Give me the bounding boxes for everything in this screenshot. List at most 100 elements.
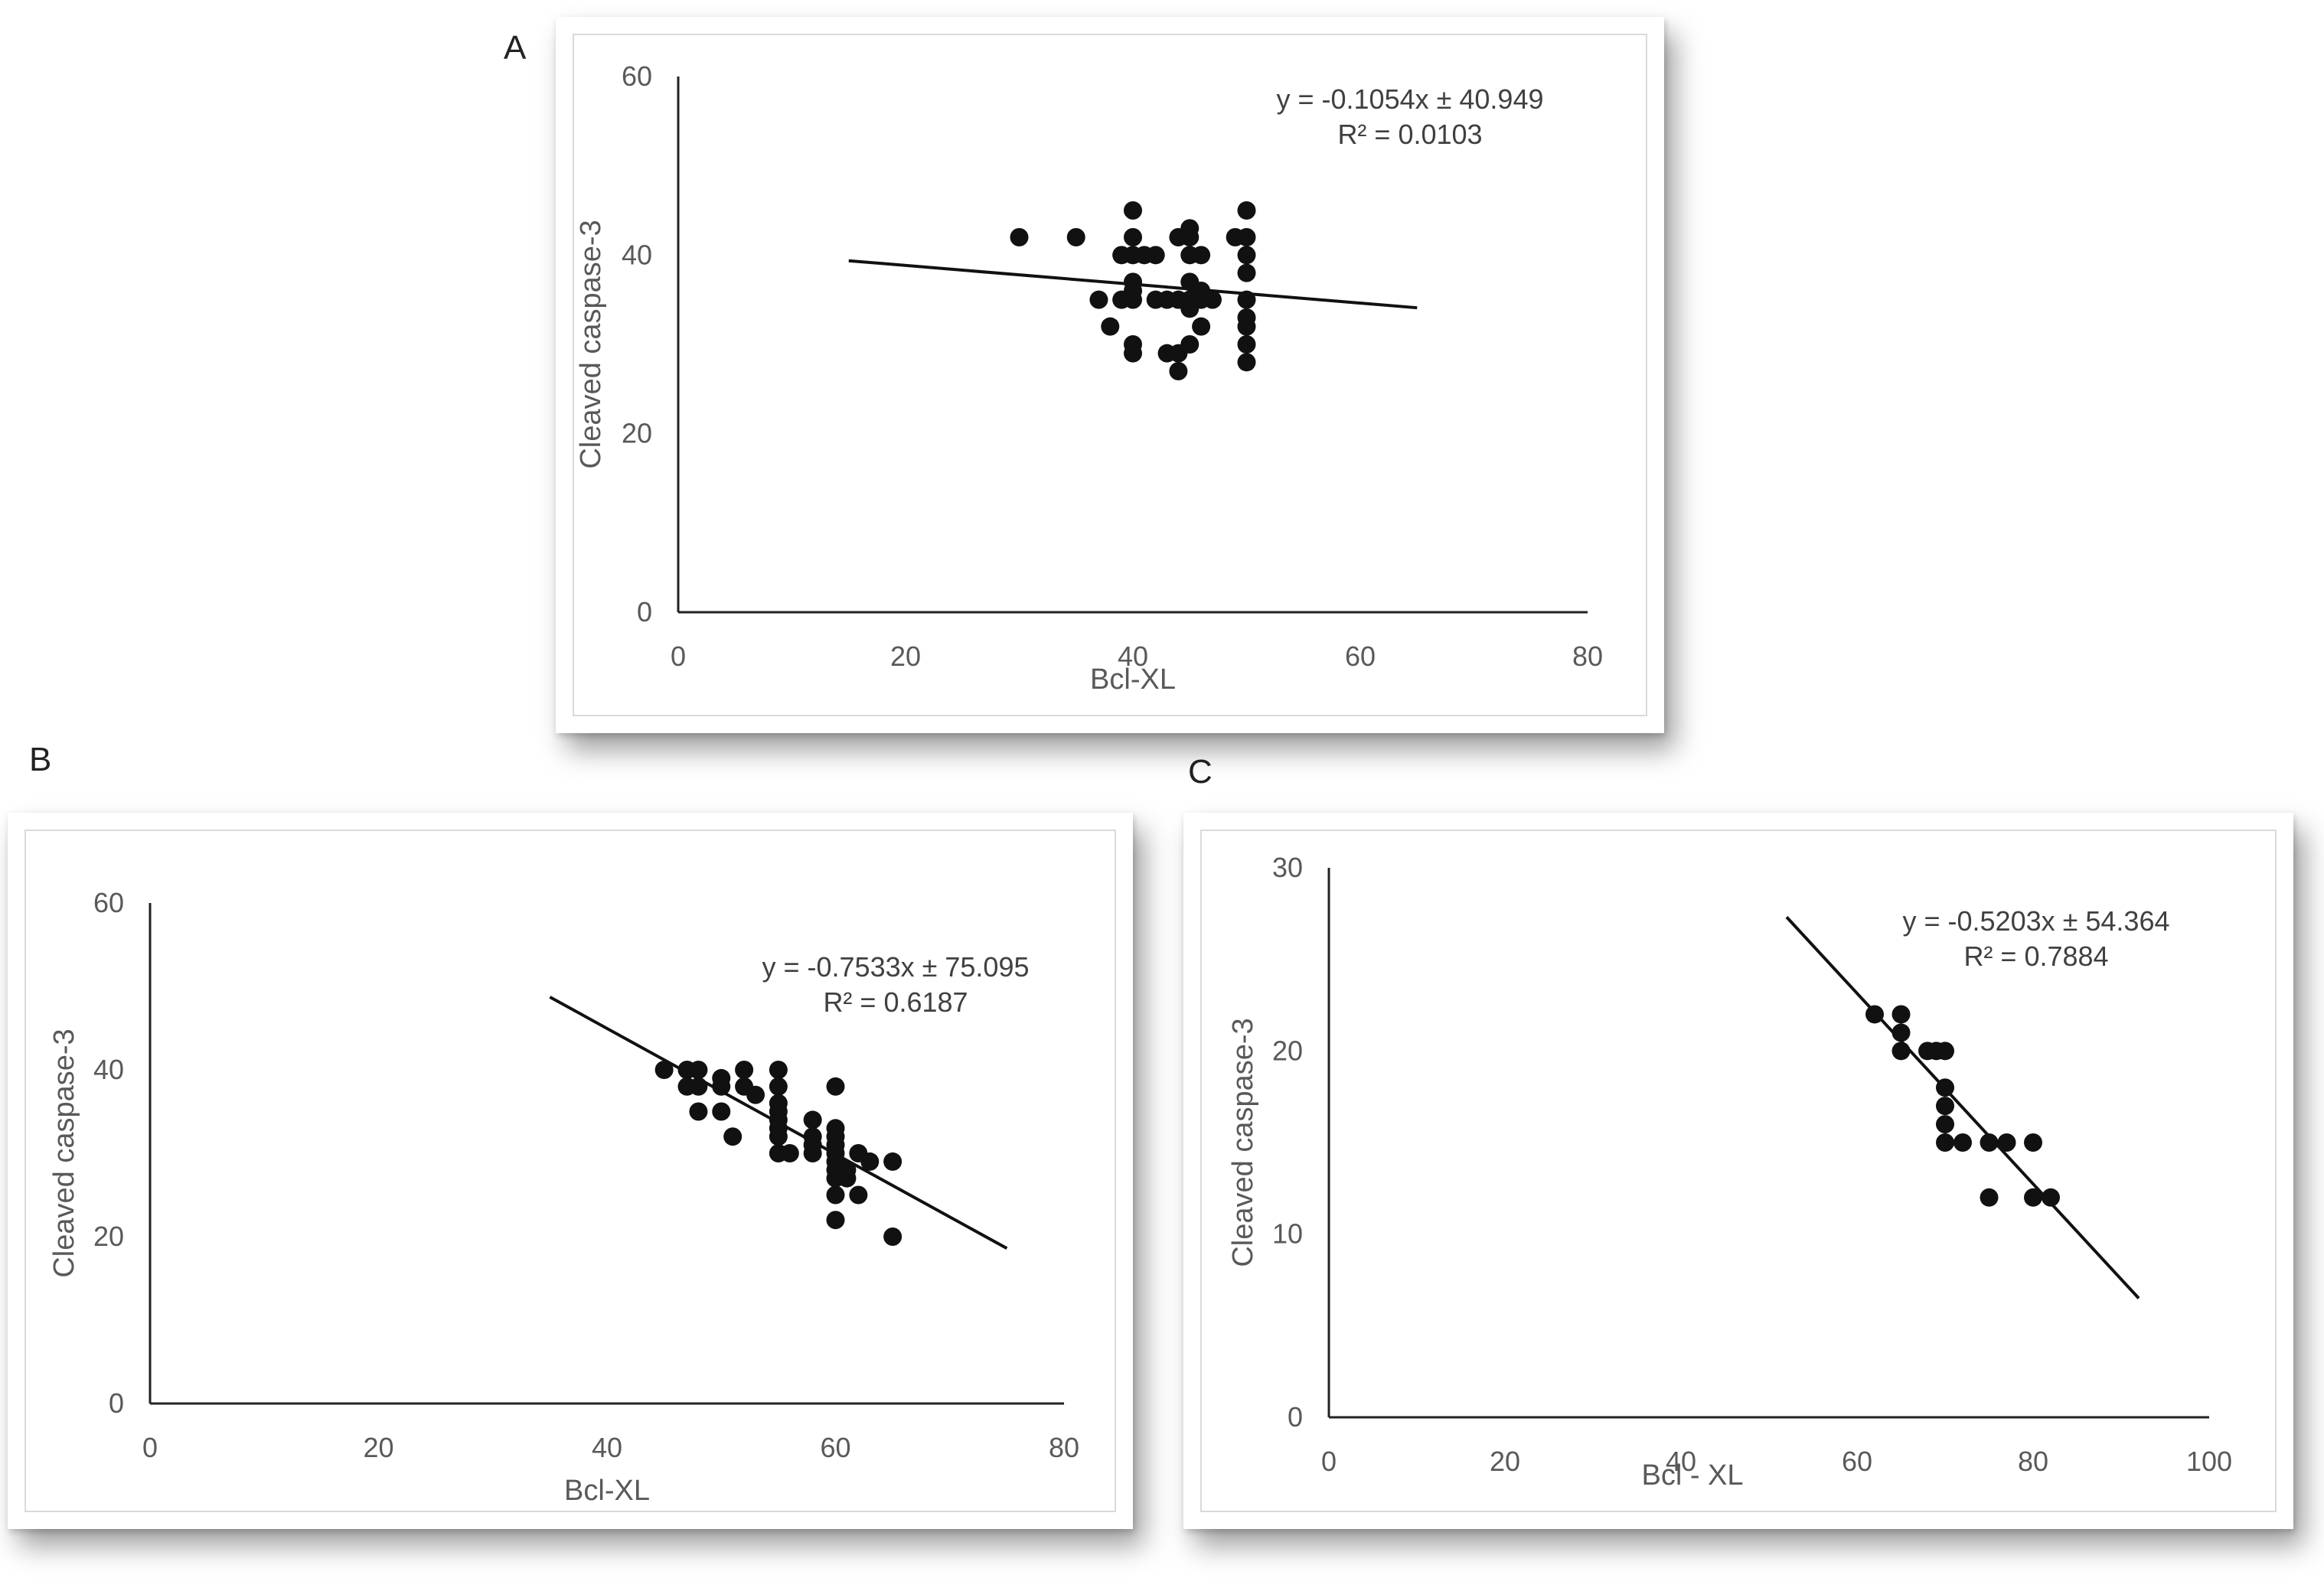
data-point-a (1237, 263, 1256, 282)
data-point-b (769, 1077, 788, 1096)
chart-card-c: y = -0.5203x ± 54.364 R² = 0.7884 0 10 20 3… (1183, 813, 2293, 1529)
data-point-b (712, 1077, 731, 1096)
data-point-c (1954, 1133, 1972, 1152)
data-point-a (1146, 246, 1165, 265)
data-point-a (1237, 246, 1256, 265)
y-tick-label-b: 40 (93, 1054, 124, 1085)
y-tick-label-b: 60 (93, 887, 124, 918)
data-point-a (1203, 290, 1222, 309)
x-tick-label-b: 0 (142, 1432, 158, 1463)
y-axis-title-b: Cleaved caspase-3 (48, 1029, 80, 1277)
data-point-a (1237, 228, 1256, 246)
data-point-b (689, 1061, 708, 1079)
x-tick-label-b: 60 (820, 1432, 850, 1463)
chart-card-a: y = -0.1054x ± 40.949 R² = 0.0103 0 20 40 6… (556, 17, 1664, 733)
data-point-c (1865, 1005, 1884, 1024)
data-point-b (769, 1061, 788, 1079)
data-point-c (1936, 1078, 1954, 1097)
data-point-c (2024, 1188, 2042, 1207)
r-squared-b: R² = 0.6187 (823, 986, 968, 1018)
data-point-b (723, 1127, 743, 1146)
x-tick-label-a: 60 (1345, 641, 1376, 672)
data-point-b (883, 1152, 903, 1171)
data-point-b (883, 1227, 903, 1246)
y-tick-label-c: 0 (1288, 1401, 1303, 1433)
data-point-a (1192, 246, 1211, 265)
y-tick-label-c: 30 (1272, 852, 1303, 883)
x-tick-label-b: 80 (1049, 1432, 1079, 1463)
data-point-a (1237, 353, 1256, 372)
y-tick-label-b: 20 (93, 1221, 124, 1252)
panel-label-b: B (29, 741, 52, 778)
trendline-c (1785, 916, 2140, 1299)
data-point-b (780, 1144, 799, 1162)
data-point-a (1124, 228, 1142, 246)
x-tick-label-c: 0 (1321, 1446, 1337, 1477)
x-tick-label-c: 60 (1842, 1446, 1872, 1477)
x-tick-label-a: 40 (1118, 641, 1148, 672)
x-tick-label-a: 20 (890, 641, 921, 672)
y-tick-label-c: 20 (1272, 1035, 1303, 1066)
data-point-a (1192, 317, 1211, 336)
data-point-c (1892, 1042, 1911, 1061)
data-point-c (1980, 1188, 1999, 1207)
x-axis-title-c: Bcl - XL (1641, 1459, 1743, 1492)
data-point-a (1010, 228, 1029, 246)
r-squared-a: R² = 0.0103 (1337, 119, 1482, 150)
data-point-a (1066, 228, 1085, 246)
equation-a: y = -0.1054x ± 40.949 (1277, 83, 1544, 115)
data-point-a (1180, 228, 1200, 246)
data-point-b (654, 1061, 674, 1079)
data-point-a (1237, 335, 1256, 354)
data-point-b (803, 1110, 822, 1130)
data-point-c (1997, 1133, 2016, 1152)
y-axis-title-c: Cleaved caspase-3 (1227, 1018, 1259, 1267)
data-point-a (1180, 335, 1200, 354)
r-squared-c: R² = 0.7884 (1963, 941, 2108, 972)
data-point-a (1101, 317, 1120, 336)
data-point-c (1936, 1115, 1954, 1134)
scatter-chart-a: y = -0.1054x ± 40.949 R² = 0.0103 0 20 40 6… (575, 60, 1603, 696)
data-point-b (837, 1160, 857, 1179)
data-point-c (1936, 1097, 1954, 1116)
data-point-b (826, 1185, 845, 1205)
data-point-c (2024, 1133, 2042, 1152)
data-point-b (826, 1211, 845, 1230)
x-tick-label-b: 40 (592, 1432, 622, 1463)
data-point-c (1936, 1133, 1954, 1152)
y-tick-label-a: 0 (637, 596, 652, 628)
chart-card-b: y = -0.7533x ± 75.095 R² = 0.6187 0 20 40 6… (8, 813, 1133, 1529)
panel-label-c: C (1188, 753, 1213, 791)
data-point-b (826, 1077, 845, 1096)
data-point-c (2042, 1188, 2060, 1207)
data-point-c (1892, 1023, 1911, 1042)
data-point-a (1237, 290, 1256, 309)
data-point-b (849, 1185, 868, 1205)
data-point-a (1124, 344, 1142, 363)
x-tick-label-a: 80 (1572, 641, 1603, 672)
y-tick-label-a: 20 (622, 418, 652, 449)
y-tick-label-a: 60 (622, 60, 652, 92)
x-tick-label-c: 20 (1490, 1446, 1520, 1477)
y-tick-label-c: 10 (1272, 1218, 1303, 1250)
data-point-b (746, 1085, 765, 1104)
x-tick-label-c: 40 (1666, 1446, 1696, 1477)
data-point-b (712, 1102, 731, 1121)
y-axis-title-a: Cleaved caspase-3 (575, 220, 607, 468)
data-point-a (1237, 317, 1256, 336)
x-tick-label-b: 20 (363, 1432, 393, 1463)
y-tick-label-b: 0 (109, 1387, 124, 1419)
data-point-b (735, 1061, 754, 1079)
data-point-b (769, 1127, 788, 1146)
data-point-a (1089, 290, 1108, 309)
data-point-a (1237, 201, 1256, 220)
panel-label-a: A (504, 29, 527, 67)
data-point-b (860, 1152, 880, 1171)
data-point-c (1936, 1042, 1954, 1061)
data-point-a (1124, 290, 1142, 309)
y-tick-label-a: 40 (622, 239, 652, 270)
data-point-a (1124, 201, 1142, 220)
data-point-b (689, 1077, 708, 1096)
data-point-b (803, 1144, 822, 1162)
x-tick-label-c: 80 (2018, 1446, 2048, 1477)
